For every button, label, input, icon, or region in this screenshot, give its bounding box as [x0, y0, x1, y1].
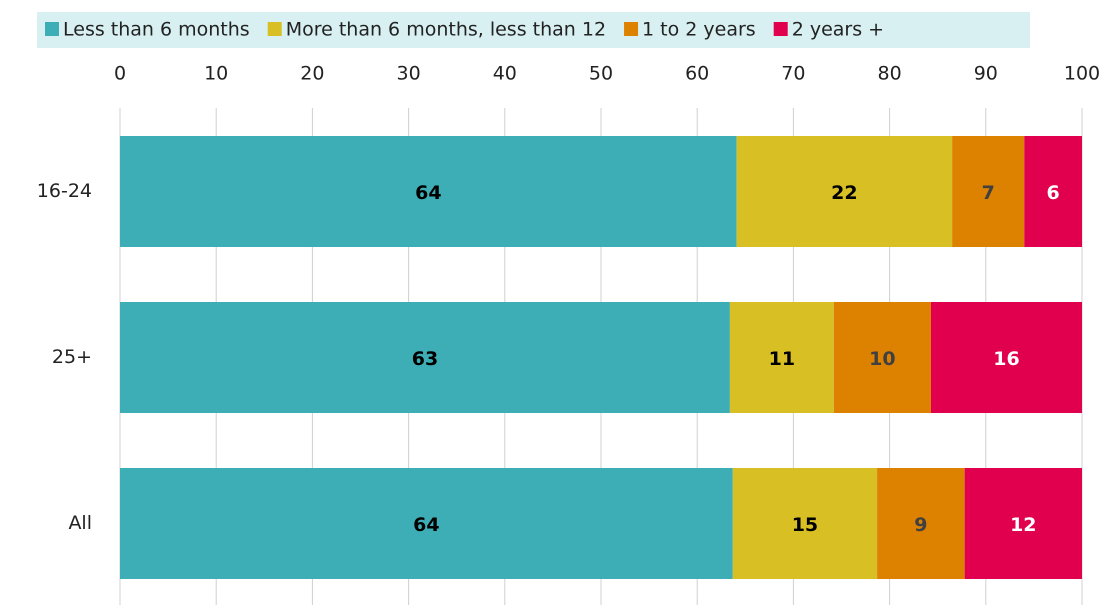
x-tick-label: 90: [974, 63, 998, 85]
data-label: 22: [831, 182, 857, 204]
x-tick-label: 70: [781, 63, 805, 85]
bar-segment: [952, 136, 1025, 247]
bar-segment: [930, 302, 1082, 413]
x-tick-label: 30: [397, 63, 421, 85]
legend-swatch: [773, 22, 788, 36]
x-tick-label: 100: [1064, 63, 1100, 85]
bar-segment: [877, 468, 965, 579]
bar-segment: [736, 136, 953, 247]
data-label: 64: [413, 514, 439, 536]
data-label: 6: [1047, 182, 1060, 204]
data-label: 9: [914, 514, 927, 536]
data-label: 7: [982, 182, 995, 204]
bar-segment: [120, 468, 733, 579]
data-label: 63: [412, 348, 438, 370]
bar-segment: [833, 302, 931, 413]
x-tick-label: 60: [685, 63, 709, 85]
legend-background: [37, 12, 1030, 48]
data-label: 12: [1010, 514, 1036, 536]
data-label: 15: [792, 514, 818, 536]
legend-swatch: [45, 22, 59, 36]
bar-segment: [120, 136, 737, 247]
y-tick-label: 16-24: [37, 180, 92, 202]
y-tick-label: All: [68, 512, 92, 534]
bar-segment: [729, 302, 834, 413]
x-tick-label: 50: [589, 63, 613, 85]
legend-swatch: [267, 22, 282, 36]
legend-label: Less than 6 months: [63, 19, 250, 41]
bar-segment: [964, 468, 1082, 579]
legend-label: More than 6 months, less than 12: [286, 19, 606, 41]
legend-swatch: [624, 22, 639, 36]
legend-label: 2 years +: [792, 19, 884, 41]
data-label: 64: [415, 182, 441, 204]
x-tick-label: 10: [204, 63, 228, 85]
data-label: 16: [993, 348, 1019, 370]
x-tick-label: 40: [493, 63, 517, 85]
bar-segment: [732, 468, 878, 579]
legend-label: 1 to 2 years: [642, 19, 756, 41]
bar-segment: [1024, 136, 1082, 247]
x-tick-label: 0: [114, 63, 126, 85]
x-tick-label: 20: [300, 63, 324, 85]
x-tick-label: 80: [878, 63, 902, 85]
bar-segment: [120, 302, 730, 413]
y-tick-label: 25+: [52, 346, 92, 368]
data-label: 11: [769, 348, 795, 370]
data-label: 10: [869, 348, 895, 370]
